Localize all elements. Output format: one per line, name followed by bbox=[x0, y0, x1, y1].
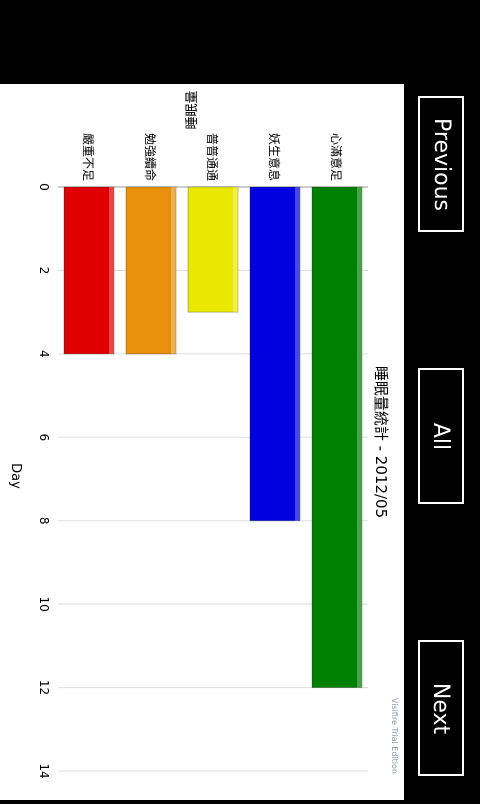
bar-highlight bbox=[109, 187, 114, 354]
tick-label: 10 bbox=[37, 597, 51, 612]
tick-label: 4 bbox=[37, 350, 51, 358]
bar bbox=[125, 186, 177, 355]
category-label: 嚴重不足 bbox=[81, 133, 95, 181]
tick-label: 2 bbox=[37, 267, 51, 275]
bar bbox=[311, 186, 363, 689]
previous-button-label: Previous bbox=[428, 117, 454, 211]
bar-highlight bbox=[171, 187, 176, 354]
category-label: 普普通通 bbox=[205, 133, 219, 181]
bar-highlight bbox=[295, 187, 300, 521]
tick-label: 0 bbox=[37, 183, 51, 191]
tick-label: 14 bbox=[37, 763, 51, 778]
category-label: 勉強續命 bbox=[143, 133, 158, 181]
next-button[interactable]: Next bbox=[418, 640, 464, 776]
chart-title: 睡眠量統計 - 2012/05 bbox=[372, 366, 390, 518]
bar-highlight bbox=[357, 187, 362, 688]
chart-panel: 心滿意足 妖生意息 普普通通 勉強續命 嚴重不足 0 2 4 6 8 10 12 14 睡眠量統計 -… bbox=[0, 84, 404, 800]
status-bar-area bbox=[0, 0, 480, 84]
y-axis-title: Day bbox=[8, 463, 23, 489]
bar bbox=[187, 186, 239, 313]
watermark: Visifire Trial Edition bbox=[390, 698, 399, 774]
tick-label: 12 bbox=[37, 680, 51, 695]
tick-label: 8 bbox=[37, 517, 51, 525]
x-axis-title: 睡眠量 bbox=[185, 90, 200, 129]
category-label: 心滿意足 bbox=[329, 133, 344, 181]
chart: 心滿意足 妖生意息 普普通通 勉強續命 嚴重不足 0 2 4 6 8 10 12 14 睡眠量統計 -… bbox=[8, 90, 399, 778]
bar bbox=[63, 186, 115, 355]
bar-highlight bbox=[233, 187, 238, 313]
category-label: 妖生意息 bbox=[267, 133, 282, 181]
tick-label: 6 bbox=[37, 433, 51, 441]
all-button-label: All bbox=[428, 422, 454, 450]
previous-button[interactable]: Previous bbox=[418, 96, 464, 232]
all-button[interactable]: All bbox=[418, 368, 464, 504]
bar bbox=[249, 186, 301, 522]
next-button-label: Next bbox=[428, 682, 454, 734]
